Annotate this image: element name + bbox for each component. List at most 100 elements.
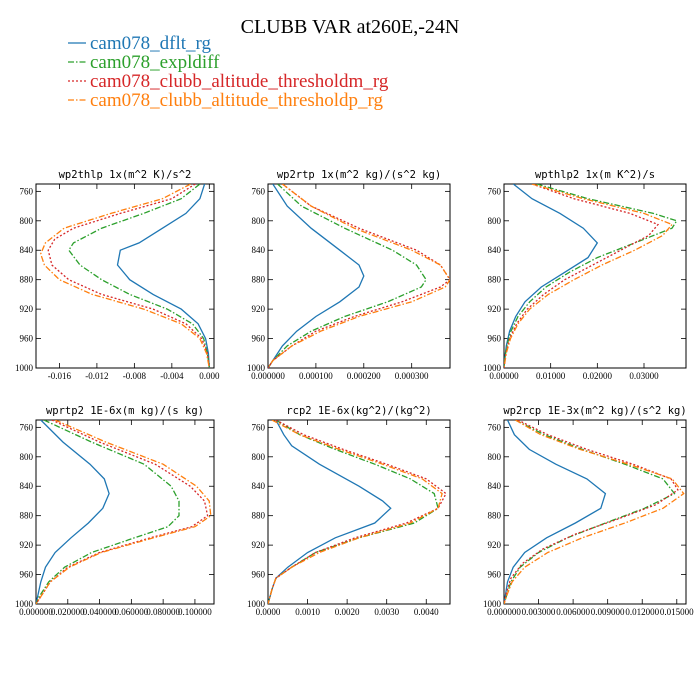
series-line: [504, 184, 599, 368]
series-line: [268, 184, 450, 368]
legend-entry: cam078_clubb_altitude_thresholdm_rg: [68, 71, 389, 92]
series-line: [504, 184, 660, 368]
plot-frame: [503, 183, 687, 369]
x-tick-label: 0.02000: [583, 371, 613, 381]
x-tick-label: 0.060000: [114, 607, 148, 617]
plot-frame: [267, 183, 451, 369]
legend-label: cam078_dflt_rg: [90, 33, 212, 54]
y-tick-label: 960: [252, 570, 266, 580]
x-tick-label: -0.016: [48, 371, 72, 381]
series-line: [504, 420, 685, 604]
series-line: [504, 184, 674, 368]
y-tick-label: 880: [20, 511, 34, 521]
y-tick-label: 800: [488, 452, 502, 462]
series-line: [36, 420, 180, 604]
x-tick-label: 0.006000: [556, 607, 590, 617]
legend-entry: cam078_dflt_rg: [68, 33, 212, 54]
x-tick-label: 0.0040: [414, 607, 439, 617]
y-tick-label: 840: [20, 245, 34, 255]
y-tick-label: 960: [488, 570, 502, 580]
legend-label: cam078_clubb_altitude_thresholdp_rg: [90, 90, 384, 111]
y-tick-label: 840: [252, 245, 266, 255]
y-tick-label: 960: [20, 570, 34, 580]
series-line: [47, 184, 210, 368]
y-tick-label: 800: [20, 452, 34, 462]
y-tick-label: 1000: [483, 599, 502, 609]
plot-frame: [267, 419, 451, 605]
figure-title: CLUBB VAR at260E,-24N: [241, 16, 460, 38]
x-tick-label: 0.000: [199, 371, 220, 381]
panel-title: wpthlp2 1x(m K^2)/s: [535, 169, 655, 181]
series-line: [36, 420, 212, 604]
series-line: [268, 420, 443, 604]
x-tick-label: 0.040000: [83, 607, 117, 617]
x-tick-label: 0.000000: [487, 607, 521, 617]
series-line: [504, 420, 676, 604]
y-tick-label: 880: [252, 511, 266, 521]
series-line: [36, 420, 209, 604]
series-line: [268, 184, 365, 368]
y-tick-label: 1000: [15, 363, 34, 373]
series-line: [116, 184, 210, 368]
legend: cam078_dflt_rgcam078_expldiffcam078_club…: [68, 33, 389, 111]
panels: wp2thlp 1x(m^2 K)/s^2 760 800 840 880 920 960 1…: [15, 169, 694, 617]
chart-panel: wp2rtp 1x(m^2 kg)/(s^2 kg) 760 800 840 880 92…: [247, 169, 451, 381]
legend-label: cam078_clubb_altitude_thresholdm_rg: [90, 71, 389, 92]
x-tick-label: 0.015000: [660, 607, 694, 617]
y-tick-label: 800: [252, 216, 266, 226]
x-tick-label: 0.0030: [374, 607, 399, 617]
y-tick-label: 920: [252, 304, 266, 314]
y-tick-label: 920: [488, 304, 502, 314]
series-line: [268, 184, 427, 368]
y-tick-label: 800: [252, 452, 266, 462]
y-tick-label: 1000: [247, 363, 266, 373]
x-tick-label: -0.012: [85, 371, 108, 381]
series-line: [40, 184, 210, 368]
series-line: [504, 420, 607, 604]
y-tick-label: 880: [20, 275, 34, 285]
y-tick-label: 1000: [483, 363, 502, 373]
legend-label: cam078_expldiff: [90, 52, 220, 73]
y-tick-label: 760: [252, 186, 266, 196]
x-tick-label: -0.004: [160, 371, 184, 381]
y-tick-label: 1000: [247, 599, 266, 609]
y-tick-label: 760: [20, 186, 34, 196]
x-tick-label: 0.020000: [51, 607, 85, 617]
plot-frame: [503, 419, 687, 605]
y-tick-label: 760: [488, 422, 502, 432]
x-tick-label: 0.009000: [591, 607, 625, 617]
legend-entry: cam078_clubb_altitude_thresholdp_rg: [68, 90, 384, 111]
chart-panel: wp2thlp 1x(m^2 K)/s^2 760 800 840 880 920 960 1…: [15, 169, 220, 381]
y-tick-label: 840: [488, 245, 502, 255]
y-tick-label: 920: [488, 540, 502, 550]
x-tick-label: 0.0000: [256, 607, 281, 617]
y-tick-label: 760: [488, 186, 502, 196]
y-tick-label: 920: [20, 304, 34, 314]
panel-title: wprtp2 1E-6x(m kg)/(s kg): [46, 405, 204, 417]
y-tick-label: 880: [488, 275, 502, 285]
chart-panel: wpthlp2 1x(m K^2)/s 760 800 840 880 920 960 100…: [483, 169, 687, 381]
y-tick-label: 880: [252, 275, 266, 285]
x-tick-label: 0.03000: [629, 371, 659, 381]
x-tick-label: 0.100000: [178, 607, 212, 617]
y-tick-label: 840: [20, 481, 34, 491]
y-tick-label: 920: [20, 540, 34, 550]
series-line: [504, 184, 678, 368]
x-tick-label: 0.003000: [522, 607, 556, 617]
x-tick-label: 0.0020: [335, 607, 360, 617]
y-tick-label: 760: [20, 422, 34, 432]
x-tick-label: 0.080000: [146, 607, 180, 617]
chart-panel: rcp2 1E-6x(kg^2)/(kg^2) 760 800 840 880 920 96…: [247, 405, 451, 617]
y-tick-label: 840: [488, 481, 502, 491]
x-tick-label: 0.000200: [347, 371, 381, 381]
panel-title: rcp2 1E-6x(kg^2)/(kg^2): [286, 405, 431, 417]
series-line: [68, 184, 210, 368]
y-tick-label: 840: [252, 481, 266, 491]
x-tick-label: 0.01000: [536, 371, 566, 381]
x-tick-label: 0.012000: [625, 607, 659, 617]
y-tick-label: 880: [488, 511, 502, 521]
x-tick-label: 0.000300: [395, 371, 429, 381]
legend-entry: cam078_expldiff: [68, 52, 220, 73]
series-line: [504, 420, 679, 604]
